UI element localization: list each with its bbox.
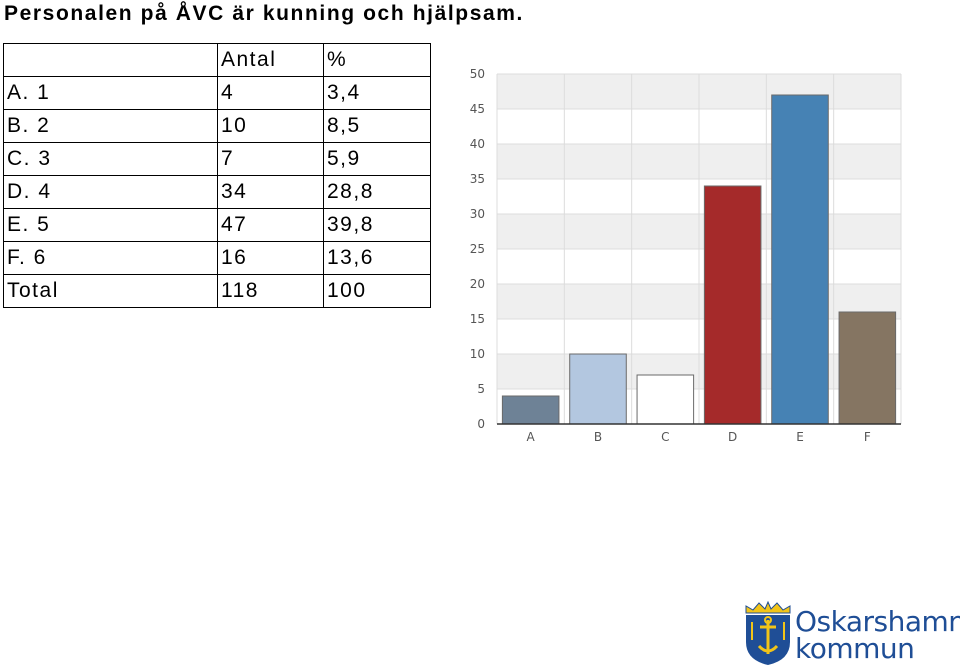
logo-line1: Oskarshamns	[795, 605, 960, 638]
table-row: B. 2 10 8,5	[3, 109, 431, 143]
table-cell: E. 5	[3, 208, 218, 242]
bar	[501, 395, 560, 425]
table-cell: 13,6	[323, 241, 431, 275]
table-row: E. 5 47 39,8	[3, 208, 431, 242]
y-tick-label: 0	[477, 417, 485, 431]
table-cell: 39,8	[323, 208, 431, 242]
x-tick-label: B	[594, 430, 602, 444]
table-header-cell	[3, 43, 218, 77]
table-cell: 4	[217, 76, 324, 110]
y-tick-label: 5	[477, 382, 485, 396]
y-tick-label: 45	[470, 102, 485, 116]
table-cell: 16	[217, 241, 324, 275]
table-cell: 100	[323, 274, 431, 308]
bar	[703, 185, 762, 425]
logo-wordmark: Oskarshamns kommun	[795, 605, 960, 665]
table-cell: B. 2	[3, 109, 218, 143]
x-tick-label: A	[527, 430, 536, 444]
table-header-cell: Antal	[217, 43, 324, 77]
logo-line2: kommun	[795, 632, 915, 665]
table-cell: F. 6	[3, 241, 218, 275]
table-header-cell: %	[323, 43, 431, 77]
y-tick-label: 40	[470, 137, 485, 151]
page-title: Personalen på ÅVC är kunning och hjälpsa…	[4, 2, 524, 25]
table-row: A. 1 4 3,4	[3, 76, 431, 110]
y-tick-label: 50	[470, 67, 485, 81]
y-tick-label: 30	[470, 207, 485, 221]
table-cell: 7	[217, 142, 324, 176]
table-cell: 10	[217, 109, 324, 143]
table-cell: 34	[217, 175, 324, 209]
y-tick-label: 10	[470, 347, 485, 361]
y-tick-label: 20	[470, 277, 485, 291]
table-cell: Total	[3, 274, 218, 308]
bar	[569, 353, 627, 425]
table-cell: 8,5	[323, 109, 431, 143]
y-tick-label: 25	[470, 242, 485, 256]
bar	[838, 311, 897, 425]
x-tick-label: F	[864, 430, 871, 444]
table-cell: D. 4	[3, 175, 218, 209]
x-tick-label: E	[796, 430, 804, 444]
table-cell: 47	[217, 208, 324, 242]
x-tick-label: C	[661, 430, 669, 444]
table-cell: 28,8	[323, 175, 431, 209]
y-tick-label: 15	[470, 312, 485, 326]
x-tick-label: D	[728, 430, 737, 444]
table-cell: A. 1	[3, 76, 218, 110]
table-cell: 118	[217, 274, 324, 308]
y-tick-label: 35	[470, 172, 485, 186]
bar	[636, 374, 695, 425]
table-cell: 5,9	[323, 142, 431, 176]
table-row: F. 6 16 13,6	[3, 241, 431, 275]
table-cell: C. 3	[3, 142, 218, 176]
table-row-total: Total 118 100	[3, 274, 431, 308]
coat-of-arms-icon	[745, 600, 791, 665]
table-header-row: Antal %	[3, 43, 431, 77]
table-cell: 3,4	[323, 76, 431, 110]
table-row: D. 4 34 28,8	[3, 175, 431, 209]
table-row: C. 3 7 5,9	[3, 142, 431, 176]
bar	[771, 94, 829, 425]
bar-chart: 0 5 10 15 20 25 30 35 40 45 50 A B C D E F	[470, 67, 902, 444]
frequency-table: Antal % A. 1 4 3,4 B. 2 10 8,5 C. 3 7 5,…	[3, 43, 431, 308]
